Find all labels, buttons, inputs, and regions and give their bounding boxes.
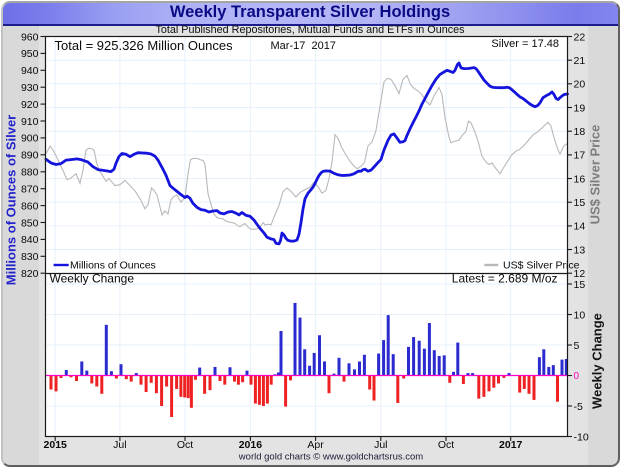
- svg-text:Latest = 2.689 M/oz: Latest = 2.689 M/oz: [452, 272, 558, 286]
- svg-text:world gold charts © www.goldch: world gold charts © www.goldchartsrus.co…: [238, 452, 423, 463]
- svg-text:880: 880: [21, 167, 39, 179]
- svg-text:820: 820: [21, 268, 39, 280]
- svg-text:890: 890: [21, 150, 39, 162]
- svg-text:0: 0: [574, 371, 580, 382]
- svg-text:21: 21: [574, 55, 586, 67]
- svg-text:Oct: Oct: [177, 439, 193, 451]
- svg-text:5: 5: [574, 340, 580, 352]
- svg-text:22: 22: [574, 31, 586, 43]
- svg-text:960: 960: [21, 31, 39, 43]
- svg-text:-5: -5: [574, 401, 583, 413]
- svg-text:900: 900: [21, 133, 39, 145]
- svg-text:-10: -10: [574, 431, 589, 443]
- svg-text:950: 950: [21, 48, 39, 60]
- svg-text:840: 840: [21, 234, 39, 246]
- svg-text:Weekly Change: Weekly Change: [50, 272, 135, 286]
- svg-text:12: 12: [574, 268, 586, 280]
- svg-text:17: 17: [574, 150, 586, 162]
- svg-text:2015: 2015: [44, 439, 68, 451]
- svg-text:Millions of Ounces: Millions of Ounces: [70, 259, 156, 271]
- svg-text:Mar-17 2017: Mar-17 2017: [271, 40, 336, 52]
- svg-text:2016: 2016: [239, 439, 263, 451]
- svg-text:US$ Silver Price: US$ Silver Price: [588, 125, 603, 225]
- svg-text:860: 860: [21, 200, 39, 212]
- svg-text:Oct: Oct: [438, 439, 454, 451]
- svg-text:10: 10: [574, 309, 586, 321]
- svg-text:910: 910: [21, 116, 39, 128]
- svg-text:20: 20: [574, 79, 586, 91]
- svg-text:15: 15: [574, 197, 586, 209]
- svg-text:18: 18: [574, 126, 586, 138]
- svg-text:940: 940: [21, 65, 39, 77]
- svg-text:13: 13: [574, 244, 586, 256]
- svg-text:US$ Silver Price: US$ Silver Price: [503, 259, 580, 271]
- svg-text:930: 930: [21, 82, 39, 94]
- svg-text:Silver = 17.48: Silver = 17.48: [491, 38, 559, 50]
- svg-text:Jul: Jul: [113, 439, 126, 451]
- svg-text:Millions of Ounces of Silver: Millions of Ounces of Silver: [3, 115, 18, 285]
- svg-text:16: 16: [574, 173, 586, 185]
- svg-text:920: 920: [21, 99, 39, 111]
- svg-text:19: 19: [574, 102, 586, 114]
- svg-text:Weekly Change: Weekly Change: [590, 313, 605, 409]
- svg-text:870: 870: [21, 184, 39, 196]
- svg-text:2017: 2017: [499, 439, 523, 451]
- svg-text:830: 830: [21, 251, 39, 263]
- svg-text:15: 15: [574, 279, 586, 291]
- svg-text:Total = 925.326 Million Ounces: Total = 925.326 Million Ounces: [55, 38, 234, 53]
- svg-text:Apr: Apr: [307, 439, 324, 451]
- svg-text:850: 850: [21, 217, 39, 229]
- svg-text:Jul: Jul: [374, 439, 387, 451]
- svg-text:14: 14: [574, 221, 586, 233]
